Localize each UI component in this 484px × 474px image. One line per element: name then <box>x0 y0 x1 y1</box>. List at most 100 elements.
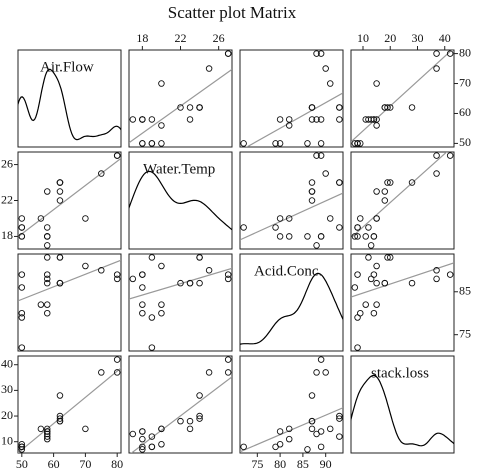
point <box>196 254 203 261</box>
x-tick-label: 90 <box>320 457 332 471</box>
point <box>224 369 232 376</box>
regression-line <box>18 367 121 453</box>
panel-content <box>240 152 343 249</box>
point <box>373 188 380 195</box>
point <box>367 275 375 283</box>
point <box>148 314 156 321</box>
point <box>240 443 247 451</box>
x-tick-label: 18 <box>136 31 148 45</box>
point <box>336 179 343 186</box>
point <box>18 271 26 278</box>
point <box>158 140 165 147</box>
x-tick-label: 20 <box>384 31 396 45</box>
point <box>56 254 64 261</box>
panel <box>17 151 122 250</box>
x-tick-label: 10 <box>357 31 369 45</box>
point <box>158 301 165 308</box>
y-tick-label: 30 <box>1 382 13 396</box>
panel <box>17 253 122 352</box>
point <box>408 179 416 186</box>
panel-frame <box>239 49 344 148</box>
x-tick-label: 60 <box>48 457 60 471</box>
point <box>313 152 320 159</box>
point <box>433 65 440 72</box>
point <box>285 233 293 240</box>
panel-content <box>351 374 454 447</box>
point <box>384 179 391 186</box>
x-tick-label: 85 <box>297 457 309 471</box>
point <box>354 224 361 231</box>
point <box>313 242 320 249</box>
point <box>158 262 165 270</box>
panel <box>17 355 122 454</box>
variable-label: stack.loss <box>371 365 429 381</box>
point <box>446 50 454 57</box>
point <box>56 412 64 420</box>
panel-frame <box>17 355 122 454</box>
point <box>129 275 137 283</box>
point <box>365 254 372 261</box>
panel-frame <box>17 49 122 148</box>
point <box>56 279 64 287</box>
panel: Water.Temp <box>128 151 233 250</box>
point <box>129 430 137 438</box>
point <box>148 443 156 451</box>
point <box>196 415 203 422</box>
x-tick-label: 75 <box>251 457 263 471</box>
y-tick-label: 75 <box>459 326 471 340</box>
point <box>139 443 146 451</box>
panel-content <box>351 254 454 351</box>
point <box>304 233 311 240</box>
density-curve <box>240 272 343 345</box>
point <box>336 415 343 422</box>
point <box>276 428 284 435</box>
point <box>365 224 372 231</box>
point <box>98 369 105 376</box>
regression-line <box>351 152 448 239</box>
point <box>158 441 165 448</box>
point <box>113 369 121 376</box>
panel <box>239 355 344 454</box>
point <box>43 275 51 283</box>
point <box>354 233 361 240</box>
panel-content <box>18 68 121 141</box>
point <box>308 104 316 111</box>
point <box>373 122 380 129</box>
point <box>240 224 247 231</box>
point <box>308 392 316 399</box>
point <box>43 433 51 440</box>
point <box>177 104 184 111</box>
point <box>326 80 334 87</box>
point <box>43 233 51 240</box>
panel-frame <box>128 253 233 352</box>
regression-line <box>130 376 232 453</box>
regression-line <box>129 68 232 144</box>
point <box>357 215 364 222</box>
point <box>43 254 51 261</box>
point <box>98 267 105 274</box>
point <box>148 140 156 147</box>
point <box>317 116 325 123</box>
y-tick-label: 18 <box>1 228 13 242</box>
panel <box>350 49 455 148</box>
point <box>158 425 165 433</box>
point <box>56 415 64 422</box>
point <box>186 116 194 123</box>
point <box>148 433 156 440</box>
point <box>43 301 51 308</box>
point <box>43 428 51 435</box>
density-curve <box>351 374 454 447</box>
point <box>98 170 105 177</box>
point <box>186 104 194 111</box>
point <box>18 344 26 351</box>
point <box>373 301 380 308</box>
point <box>224 356 232 363</box>
point <box>285 425 293 433</box>
point <box>304 446 311 453</box>
point <box>177 279 184 287</box>
density-curve <box>129 170 232 231</box>
point <box>224 271 232 278</box>
regression-line <box>18 259 121 302</box>
point <box>336 433 343 440</box>
panel <box>350 151 455 250</box>
